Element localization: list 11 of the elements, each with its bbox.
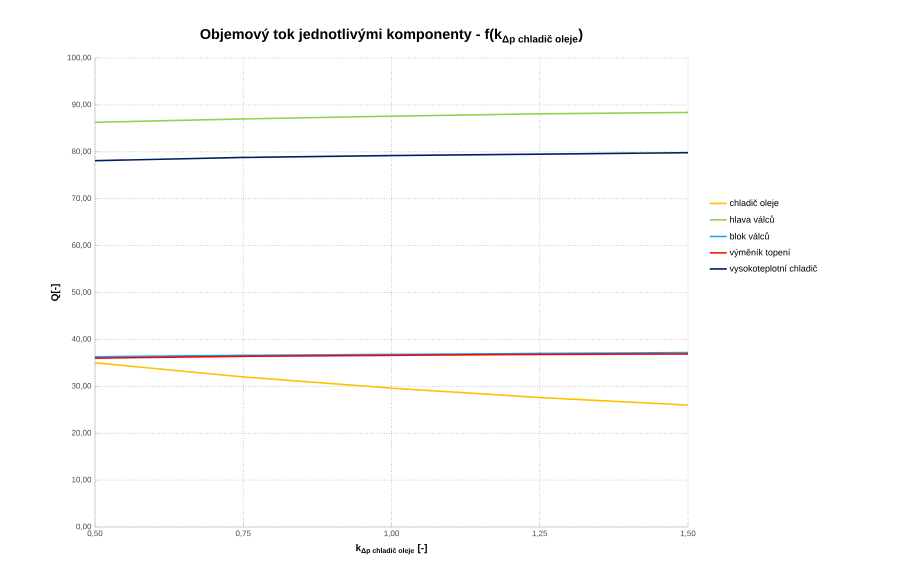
line-series <box>95 112 688 124</box>
chart-title: $\textbf{Objemový tok jednotlivými komponenty - f(k}_{\textbf{Δp chladič oleje}}\textbf{)}$ <box>200 28 582 45</box>
legend-label: chladič oleje <box>730 199 779 208</box>
legend-label: výměník topení <box>730 248 790 258</box>
y-axis-title: Q[-] <box>50 284 60 301</box>
legend-label: hlava válců <box>730 215 774 223</box>
x-axis-title: $\textbf{k}_{\textbf{Δp chladič oleje}}\textbf{ [-]}$ <box>356 544 427 554</box>
legend-label: vysokoteplotní chladič <box>730 264 818 274</box>
legend-label: blok válců <box>730 232 769 240</box>
line-series <box>95 152 688 162</box>
line-series <box>95 362 688 406</box>
